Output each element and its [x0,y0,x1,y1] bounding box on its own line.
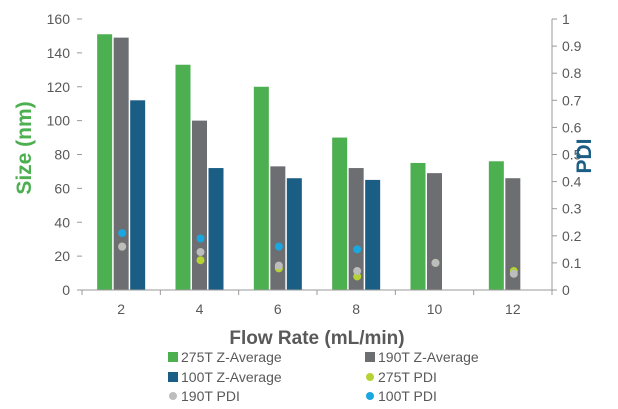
y-left-tick-label: 140 [47,45,71,61]
bar [270,166,286,290]
bar [97,34,113,291]
bar [253,86,269,290]
y-right-tick-label: 0.7 [562,92,582,108]
pdi-point [118,229,127,238]
pdi-point [274,261,283,270]
pdi-point [274,242,283,251]
x-tick-label: 6 [274,301,282,317]
pdi-point [196,256,205,265]
legend-swatch [169,392,177,400]
x-tick-label: 12 [505,301,521,317]
y-right-tick-label: 0.1 [562,255,582,271]
x-tick-label: 4 [196,301,204,317]
bar [505,178,521,290]
pdi-point [353,267,362,276]
plot-area [97,34,521,291]
legend-swatch [366,373,374,381]
pdi-point [353,245,362,254]
bar [410,162,426,290]
bar [488,161,504,290]
y-right-tick-label: 0.5 [562,147,582,163]
y-axis-right-label: PDI [573,138,596,173]
y-right-tick-label: 0.6 [562,119,582,135]
pdi-point [196,248,205,257]
x-tick-label: 8 [352,301,360,317]
axes: 0 20 40 60 80 100 120 140 160 0 0.1 0.2 0.3 0.4 0.5 0.6… [47,11,582,317]
bar [365,179,381,290]
legend: 275T Z-Average 190T Z-Average 100T Z-Avera… [168,349,479,404]
bar [427,173,442,290]
legend-label: 100T Z-Average [181,369,282,385]
y-right-tick-label: 0.8 [562,65,582,81]
y-right-tick-label: 0.9 [562,38,582,54]
y-right-tick-label: 0.3 [562,201,582,217]
y-right-tick-label: 0.2 [562,228,582,244]
y-left-tick-label: 160 [47,11,71,27]
y-left-tick-label: 100 [47,113,71,129]
legend-label: 190T PDI [181,388,240,404]
y-left-tick-label: 0 [62,282,70,298]
bar [208,168,224,290]
legend-label: 190T Z-Average [378,349,479,365]
pdi-point [196,234,205,243]
bar [286,178,302,290]
legend-swatch [366,392,374,400]
legend-swatch [365,352,375,362]
bar [130,100,146,290]
legend-label: 100T PDI [378,388,437,404]
legend-swatch [168,352,178,362]
x-tick-label: 10 [427,301,443,317]
y-left-tick-label: 120 [47,79,71,95]
legend-swatch [168,372,178,382]
y-left-tick-label: 60 [54,180,70,196]
pdi-point [431,258,440,267]
y-left-tick-label: 40 [54,214,70,230]
x-axis-label: Flow Rate (mL/min) [229,328,404,349]
bar [348,168,364,290]
y-axis-left-label: Size (nm) [13,101,36,194]
pdi-point [509,269,518,278]
bar [192,120,207,290]
y-left-tick-label: 80 [54,147,70,163]
bar [332,137,348,290]
legend-label: 275T PDI [378,369,437,385]
y-left-tick-label: 20 [54,248,70,264]
legend-label: 275T Z-Average [181,349,282,365]
bar [175,64,191,290]
pdi-point [118,242,127,251]
bar [113,37,129,290]
x-tick-label: 2 [117,301,125,317]
y-right-tick-label: 0 [562,282,570,298]
y-right-tick-label: 0.4 [562,174,582,190]
y-right-tick-label: 1 [562,11,570,27]
